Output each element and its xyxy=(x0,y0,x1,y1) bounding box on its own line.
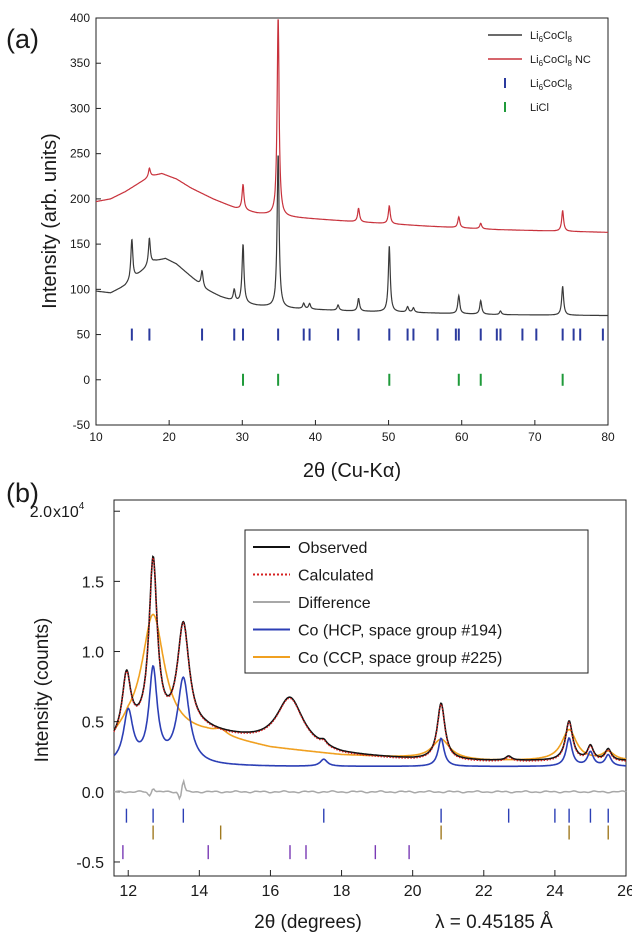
y-tick-label: 0.5 xyxy=(82,715,104,732)
panel-b-wavelength-label: λ = 0.45185 Å xyxy=(435,912,553,933)
legend-label: Co (HCP, space group #194) xyxy=(298,623,502,640)
x-tick-label: 60 xyxy=(455,430,469,444)
panel-b-x-axis-label: 2θ (degrees) xyxy=(254,912,362,933)
x-tick-label: 80 xyxy=(601,430,615,444)
panel-b-y-axis-label: Intensity (counts) xyxy=(32,618,53,763)
x-tick-label: 30 xyxy=(236,430,250,444)
panel-b-label: (b) xyxy=(6,478,39,508)
x-tick-label: 22 xyxy=(475,883,493,900)
y-tick-label: 1.0 xyxy=(82,645,104,662)
x-tick-label: 14 xyxy=(190,883,208,900)
li6cocl8-line xyxy=(96,155,608,317)
panel-a-data xyxy=(95,19,608,386)
x-tick-label: 16 xyxy=(262,883,280,900)
calculated-line xyxy=(113,556,626,762)
co-hcp-line xyxy=(113,664,626,768)
panel-a-legend: Li6CoCl8 Li6CoCl8 NC Li6CoCl8 LiCl xyxy=(488,30,591,114)
panel-a-x-axis-label: 2θ (Cu-Kα) xyxy=(303,460,401,482)
y-tick-label: -0.5 xyxy=(76,855,104,872)
legend-label: Difference xyxy=(298,595,371,612)
x-tick-label: 26 xyxy=(617,883,632,900)
panel-a-label: (a) xyxy=(6,24,39,54)
panel-a: (a) 10 20 30 40 50 60 70 80 -50 0 50 100 150 200 250 30… xyxy=(6,11,615,482)
x-tick-label: 10 xyxy=(89,430,103,444)
panel-a-plot-frame xyxy=(95,17,609,426)
x-tick-label: 70 xyxy=(528,430,542,444)
x-tick-label: 40 xyxy=(309,430,323,444)
y-tick-label: 350 xyxy=(70,56,90,70)
legend-label: LiCl xyxy=(530,102,549,114)
legend-label: Li6CoCl8 NC xyxy=(530,54,591,68)
legend-label: Co (CCP, space group #225) xyxy=(298,650,502,667)
li6cocl8-nc-line xyxy=(95,19,608,233)
y-tick-label: 100 xyxy=(70,282,90,296)
y-tick-label: 200 xyxy=(70,192,90,206)
panel-b-data xyxy=(113,555,627,860)
legend-label: Li6CoCl8 xyxy=(530,30,572,44)
y-tick-exponent-label: x104 xyxy=(53,501,85,521)
y-tick-label: -50 xyxy=(73,418,91,432)
panel-a-axes: 10 20 30 40 50 60 70 80 -50 0 50 100 150 200 250 300 350… xyxy=(70,11,615,444)
panel-a-y-axis-label: Intensity (arb. units) xyxy=(39,133,61,309)
x-tick-label: 12 xyxy=(119,883,137,900)
legend-label: Calculated xyxy=(298,568,374,585)
legend-label: Li6CoCl8 xyxy=(530,78,572,92)
y-tick-label: 0 xyxy=(83,373,90,387)
panel-b-legend: Observed Calculated Difference Co (HCP, spa… xyxy=(244,529,589,674)
x-tick-label: 18 xyxy=(333,883,351,900)
x-tick-label: 24 xyxy=(546,883,564,900)
difference-line xyxy=(114,778,627,801)
y-tick-label: 300 xyxy=(70,101,90,115)
y-tick-label: 1.5 xyxy=(82,574,104,591)
y-tick-label: 50 xyxy=(77,328,91,342)
panel-b: (b) 12 14 16 18 20 22 24 26 2.0 1.5 1.0 0.5 0.0 -0.5 … xyxy=(6,478,632,933)
y-tick-label: 150 xyxy=(70,237,90,251)
y-tick-label: 400 xyxy=(70,11,90,25)
y-tick-label: 2.0 xyxy=(30,504,52,521)
panel-b-axes: 12 14 16 18 20 22 24 26 2.0 1.5 1.0 0.5 0.0 -0.5 x104 xyxy=(30,501,632,900)
y-tick-label: 0.0 xyxy=(82,785,104,802)
legend-label: Observed xyxy=(298,540,367,557)
x-tick-label: 20 xyxy=(162,430,176,444)
x-tick-label: 50 xyxy=(382,430,396,444)
y-tick-label: 250 xyxy=(70,147,90,161)
panel-b-plot-frame xyxy=(113,499,627,877)
legend-box xyxy=(244,529,589,674)
x-tick-label: 20 xyxy=(404,883,422,900)
observed-line xyxy=(113,555,627,761)
